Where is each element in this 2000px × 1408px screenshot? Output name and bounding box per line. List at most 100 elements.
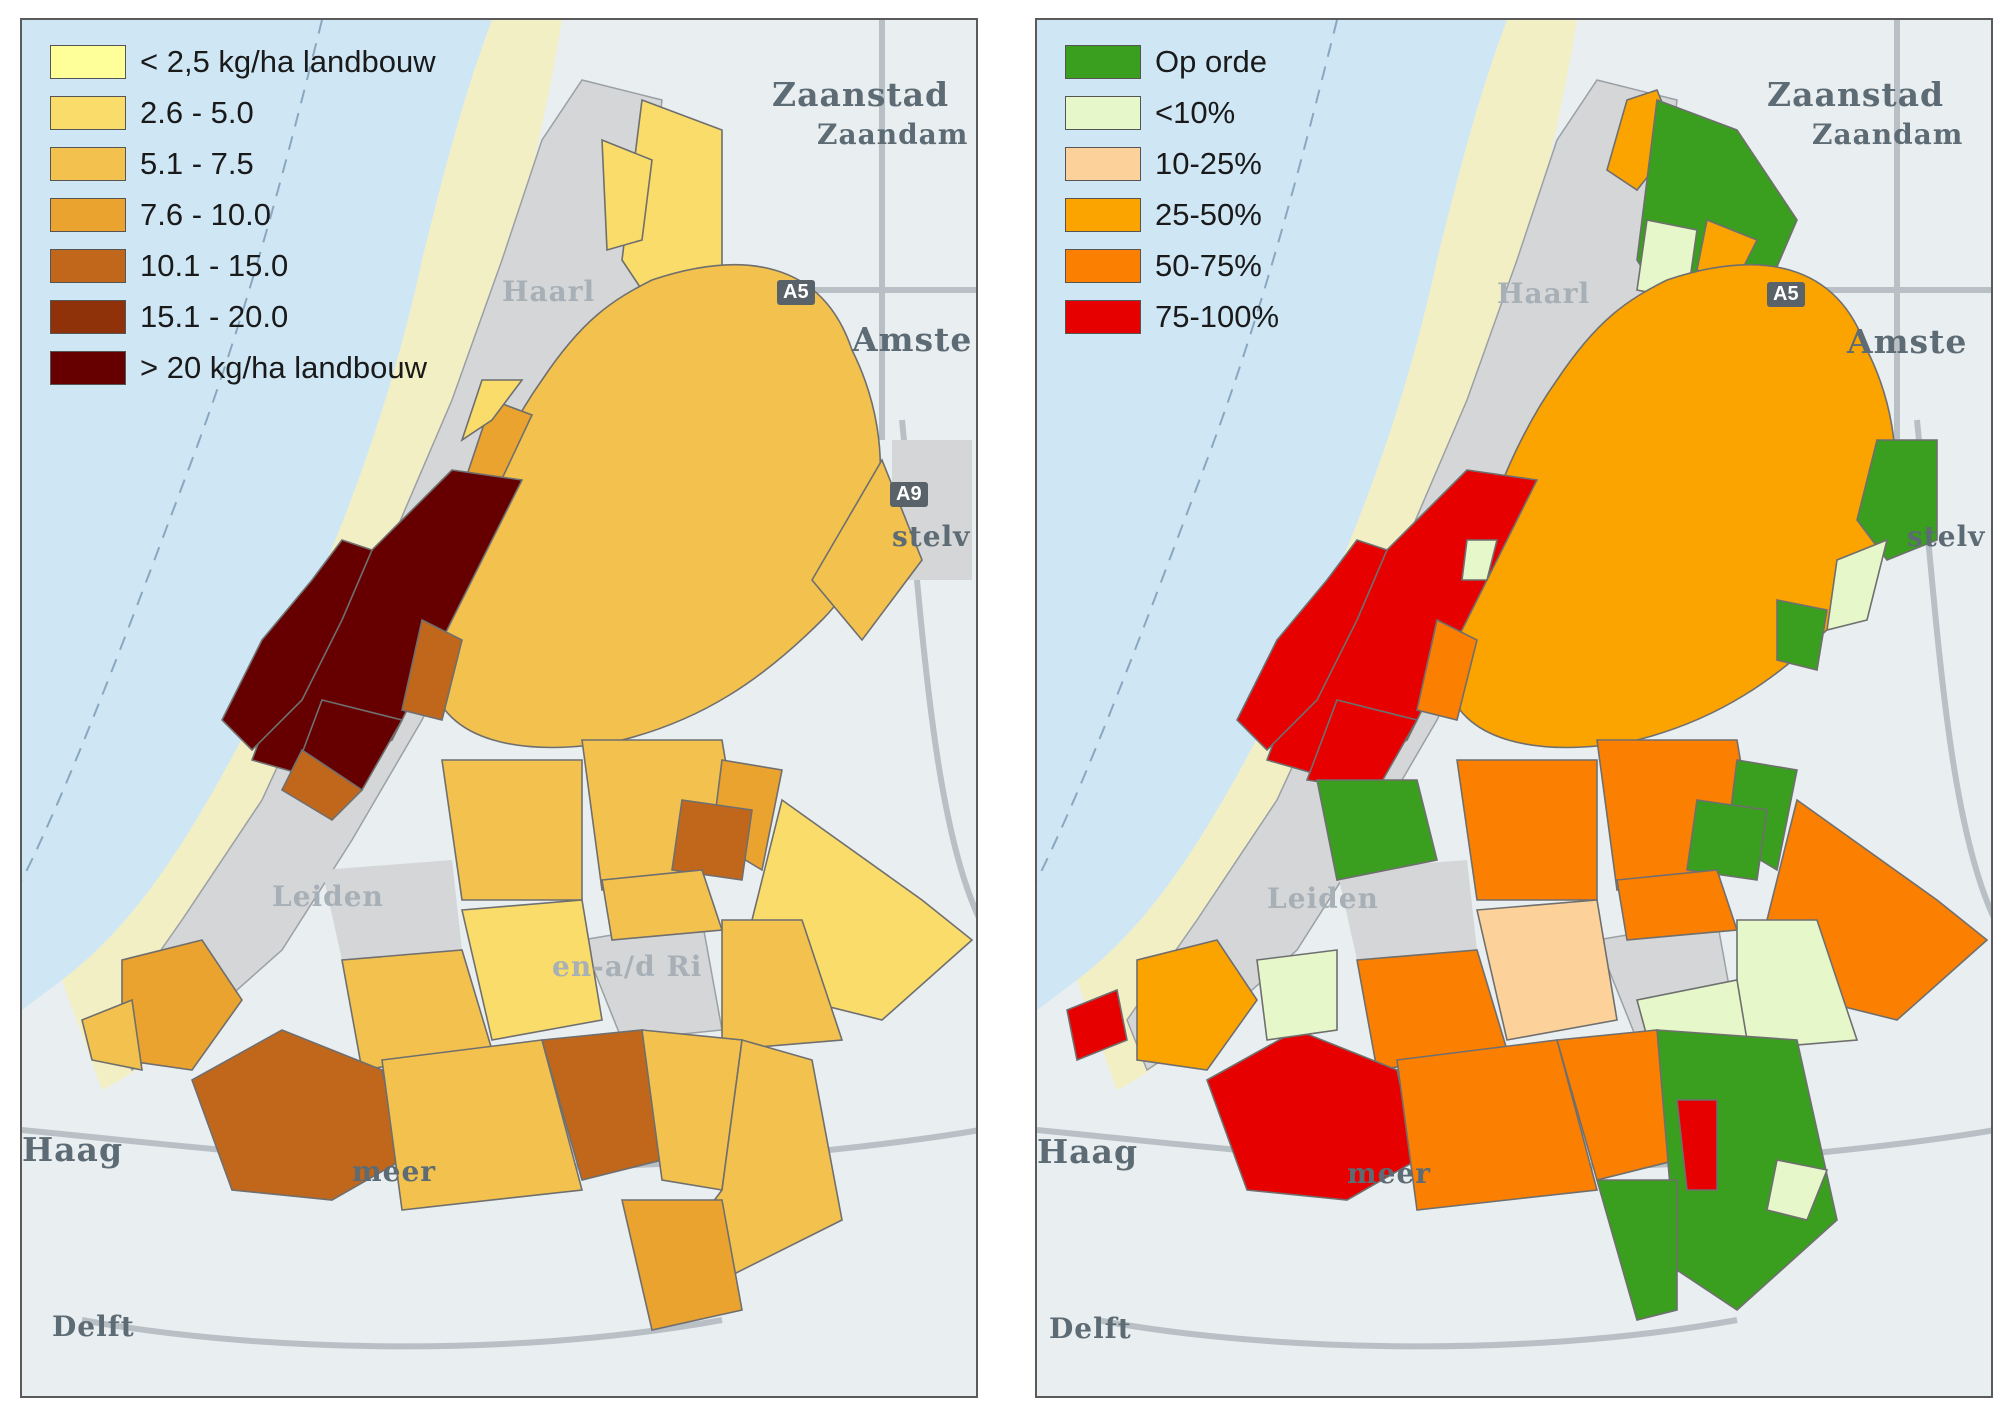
urban-area-leiden xyxy=(322,860,462,960)
legend-swatch xyxy=(50,44,126,79)
map-panel-exceedance: Op orde <10% 10-25% 25-50% 50-75% 75-100… xyxy=(1035,18,1993,1398)
label-alphen: en-a/d Ri xyxy=(552,950,703,983)
zone-center-4 xyxy=(461,899,603,1041)
sea-area xyxy=(1037,20,1507,1010)
map-canvas xyxy=(1037,20,1991,1396)
legend-item: 10-25% xyxy=(1065,138,1279,189)
urban-area-leiden xyxy=(1337,860,1477,960)
zone-center-3 xyxy=(671,799,753,881)
dune-area xyxy=(1077,20,1577,1090)
legend-label: 50-75% xyxy=(1155,247,1262,283)
zone-southwest-3 xyxy=(1256,949,1338,1041)
zone-center-7 xyxy=(721,919,844,1051)
label-den-haag: Haag xyxy=(22,1130,124,1169)
zone-leiden-north xyxy=(441,759,583,901)
zone-north-2 xyxy=(601,138,653,252)
legend-label: 15.1 - 20.0 xyxy=(140,298,289,334)
legend-swatch xyxy=(1065,299,1141,334)
zone-south-2 xyxy=(1396,1039,1599,1211)
dune-area xyxy=(62,20,562,1090)
zone-east-3 xyxy=(1776,599,1828,671)
zone-southwest-2 xyxy=(1066,988,1128,1062)
label-amsterdam: Amste xyxy=(1847,322,1968,361)
legend-label: 7.6 - 10.0 xyxy=(140,196,271,232)
legend-swatch xyxy=(1065,44,1141,79)
zone-southwest-1 xyxy=(1136,939,1258,1071)
highway-a5-shield: A5 xyxy=(1767,282,1805,307)
label-delft: Delft xyxy=(52,1310,135,1343)
legend-item: > 20 kg/ha landbouw xyxy=(50,342,436,393)
zone-center-4 xyxy=(1476,899,1618,1041)
zone-center-6 xyxy=(1616,869,1739,941)
label-haarlem: Haarl xyxy=(502,275,596,308)
legend-label: > 20 kg/ha landbouw xyxy=(140,349,427,385)
zone-south-2 xyxy=(381,1039,584,1211)
legend-item: 5.1 - 7.5 xyxy=(50,138,436,189)
label-delft: Delft xyxy=(1049,1312,1132,1345)
legend-swatch xyxy=(50,95,126,130)
sea-area xyxy=(22,20,492,1010)
legend-label: <10% xyxy=(1155,94,1236,130)
label-zaanstad: Zaanstad xyxy=(772,75,950,114)
highway-a5-shield: A5 xyxy=(777,280,815,305)
zone-mid-3 xyxy=(460,379,524,442)
zone-southwest-2 xyxy=(81,998,143,1072)
zone-east-2 xyxy=(1826,538,1889,632)
legend-swatch xyxy=(50,350,126,385)
label-zaanstad: Zaanstad xyxy=(1767,75,1945,114)
label-zoetermeer: meer xyxy=(352,1155,437,1188)
zone-mid-4 xyxy=(401,618,463,721)
zone-mid-3 xyxy=(1316,779,1438,881)
legend-swatch xyxy=(1065,248,1141,283)
legend-item: 2.6 - 5.0 xyxy=(50,87,436,138)
legend-item: 50-75% xyxy=(1065,240,1279,291)
label-zoetermeer: meer xyxy=(1347,1157,1432,1190)
legend-label: 75-100% xyxy=(1155,298,1280,334)
legend-item: 10.1 - 15.0 xyxy=(50,240,436,291)
label-leiden: Leiden xyxy=(1267,882,1379,915)
zone-south-red xyxy=(1676,1099,1718,1191)
label-amsterdam: Amste xyxy=(852,320,973,359)
legend-item: 75-100% xyxy=(1065,291,1279,342)
legend-swatch xyxy=(1065,146,1141,181)
legend-swatch xyxy=(1065,95,1141,130)
zone-south-6 xyxy=(1766,1159,1829,1221)
map-canvas xyxy=(22,20,976,1396)
zone-bulb-area-4 xyxy=(280,748,364,822)
legend-label: < 2,5 kg/ha landbouw xyxy=(140,43,436,79)
legend-label: Op orde xyxy=(1155,43,1268,79)
coastline-boundary xyxy=(22,20,323,881)
zone-polygons xyxy=(1066,89,1989,1321)
legend-label: 10.1 - 15.0 xyxy=(140,247,289,283)
legend-item: <10% xyxy=(1065,87,1279,138)
label-amstelveen: stelv xyxy=(1907,520,1986,553)
label-leiden: Leiden xyxy=(272,880,384,913)
legend-swatch xyxy=(50,299,126,334)
map-panel-nitrogen-load: < 2,5 kg/ha landbouw 2.6 - 5.0 5.1 - 7.5… xyxy=(20,18,978,1398)
zone-south-6 xyxy=(620,1199,743,1331)
zone-center-6 xyxy=(601,869,724,941)
legend-item: Op orde xyxy=(1065,36,1279,87)
legend-label: 2.6 - 5.0 xyxy=(140,94,254,130)
highway-a9-shield: A9 xyxy=(890,482,928,507)
zone-polygons xyxy=(81,98,974,1331)
coastline-boundary xyxy=(1037,20,1338,881)
legend-swatch xyxy=(50,146,126,181)
legend-item: < 2,5 kg/ha landbouw xyxy=(50,36,436,87)
legend-item: 25-50% xyxy=(1065,189,1279,240)
zone-south-5 xyxy=(1595,1179,1678,1321)
label-zaandam: Zaandam xyxy=(817,118,969,151)
legend-swatch xyxy=(50,197,126,232)
label-amstelveen: stelv xyxy=(892,520,971,553)
legend-label: 25-50% xyxy=(1155,196,1262,232)
zone-mid-2 xyxy=(1416,618,1478,721)
legend-item: 7.6 - 10.0 xyxy=(50,189,436,240)
legend-swatch xyxy=(50,248,126,283)
zone-bulb-area-2 xyxy=(221,539,374,752)
label-den-haag: Haag xyxy=(1037,1132,1139,1171)
legend-swatch xyxy=(1065,197,1141,232)
legend-label: 10-25% xyxy=(1155,145,1262,181)
legend: < 2,5 kg/ha landbouw 2.6 - 5.0 5.1 - 7.5… xyxy=(50,36,436,393)
label-zaandam: Zaandam xyxy=(1812,118,1964,151)
zone-center-3 xyxy=(1686,799,1768,881)
